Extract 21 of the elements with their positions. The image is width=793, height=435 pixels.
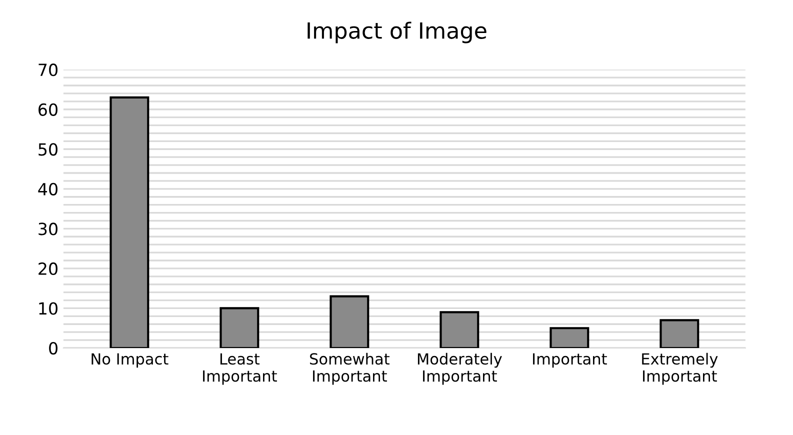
x-tick-label: Important [533, 353, 607, 368]
y-tick-label: 30 [38, 222, 58, 236]
x-tick-label: No Impact [92, 353, 168, 368]
x-tick-label: Extremely Important [642, 352, 718, 385]
bar [440, 311, 480, 348]
bar [330, 295, 370, 348]
y-tick-label: 20 [38, 262, 58, 276]
bar [550, 327, 590, 348]
y-tick-label: 40 [38, 182, 58, 196]
bar [220, 307, 260, 348]
y-tick-label: 10 [39, 302, 58, 315]
y-tick-label: 0 [49, 342, 58, 355]
bar [110, 96, 150, 348]
chart-title: Impact of Image [308, 22, 486, 44]
x-tick-label: Least Important [203, 353, 277, 385]
bar [660, 319, 700, 348]
x-tick-label: Somewhat Important [310, 352, 390, 385]
y-tick-label: 50 [38, 143, 58, 156]
y-tick-label: 70 [38, 64, 58, 76]
y-tick-label: 60 [38, 103, 58, 116]
x-tick-label: Moderately Important [418, 352, 502, 385]
